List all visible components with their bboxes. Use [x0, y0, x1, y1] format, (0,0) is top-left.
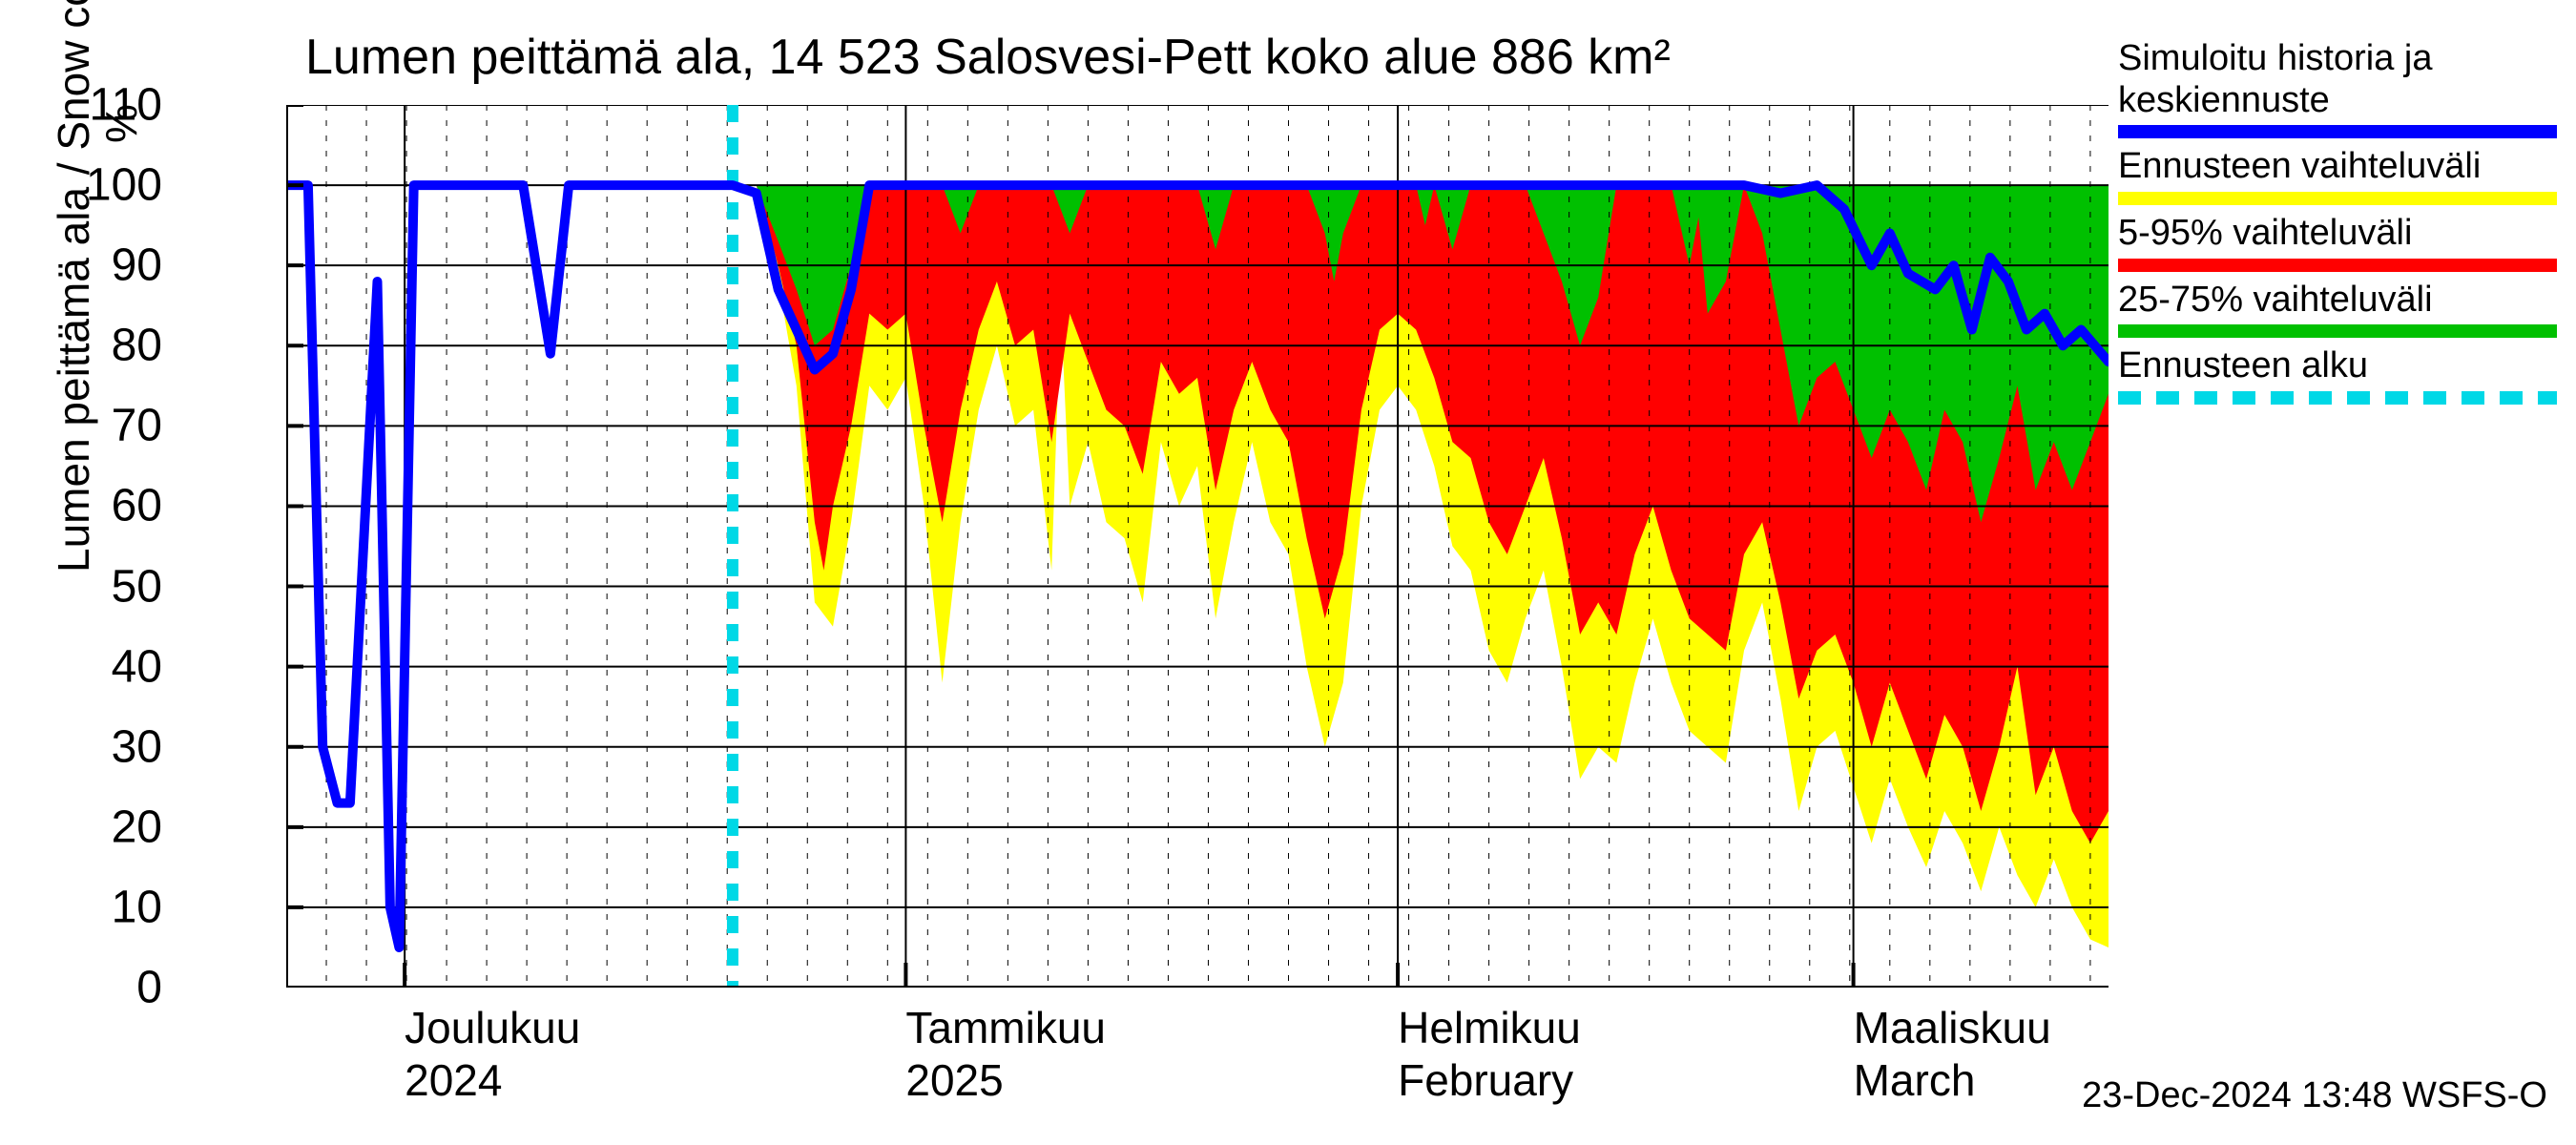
- y-tick-label: 110: [48, 79, 162, 132]
- y-tick-label: 70: [48, 400, 162, 452]
- legend-swatch: [2118, 259, 2557, 272]
- legend-item: Simuloitu historia ja keskiennuste: [2118, 38, 2557, 138]
- chart-container: Lumen peittämä ala, 14 523 Salosvesi-Pet…: [0, 0, 2576, 1145]
- plot-area: [286, 105, 2109, 988]
- x-tick-label-top: Joulukuu: [405, 1002, 580, 1053]
- timestamp: 23-Dec-2024 13:48 WSFS-O: [2082, 1075, 2547, 1116]
- legend-item: 5-95% vaihteluväli: [2118, 213, 2557, 272]
- x-tick-label-bot: March: [1854, 1054, 1976, 1106]
- chart-title: Lumen peittämä ala, 14 523 Salosvesi-Pet…: [305, 29, 1671, 86]
- x-tick-label-top: Helmikuu: [1398, 1002, 1581, 1053]
- legend-label: Ennusteen alku: [2118, 345, 2557, 387]
- y-tick-label: 0: [48, 962, 162, 1014]
- legend-label: Simuloitu historia ja keskiennuste: [2118, 38, 2557, 121]
- legend-label: Ennusteen vaihteluväli: [2118, 146, 2557, 188]
- y-tick-label: 10: [48, 881, 162, 933]
- legend-label: 5-95% vaihteluväli: [2118, 213, 2557, 255]
- y-tick-label: 40: [48, 640, 162, 693]
- y-tick-label: 100: [48, 159, 162, 212]
- y-tick-label: 60: [48, 480, 162, 532]
- legend-swatch: [2118, 391, 2557, 405]
- y-tick-label: 30: [48, 720, 162, 773]
- legend: Simuloitu historia ja keskiennuste Ennust…: [2118, 38, 2557, 412]
- y-tick-label: 20: [48, 801, 162, 853]
- legend-item: Ennusteen vaihteluväli: [2118, 146, 2557, 205]
- legend-swatch: [2118, 324, 2557, 338]
- x-tick-label-bot: 2025: [905, 1054, 1003, 1106]
- y-tick-label: 50: [48, 560, 162, 613]
- legend-swatch: [2118, 192, 2557, 205]
- x-tick-label-bot: February: [1398, 1054, 1573, 1106]
- x-tick-label-top: Tammikuu: [905, 1002, 1106, 1053]
- legend-item: 25-75% vaihteluväli: [2118, 280, 2557, 339]
- legend-swatch: [2118, 125, 2557, 138]
- legend-label: 25-75% vaihteluväli: [2118, 280, 2557, 322]
- x-tick-label-bot: 2024: [405, 1054, 502, 1106]
- legend-item: Ennusteen alku: [2118, 345, 2557, 405]
- x-tick-label-top: Maaliskuu: [1854, 1002, 2051, 1053]
- y-tick-label: 80: [48, 320, 162, 372]
- y-tick-label: 90: [48, 239, 162, 292]
